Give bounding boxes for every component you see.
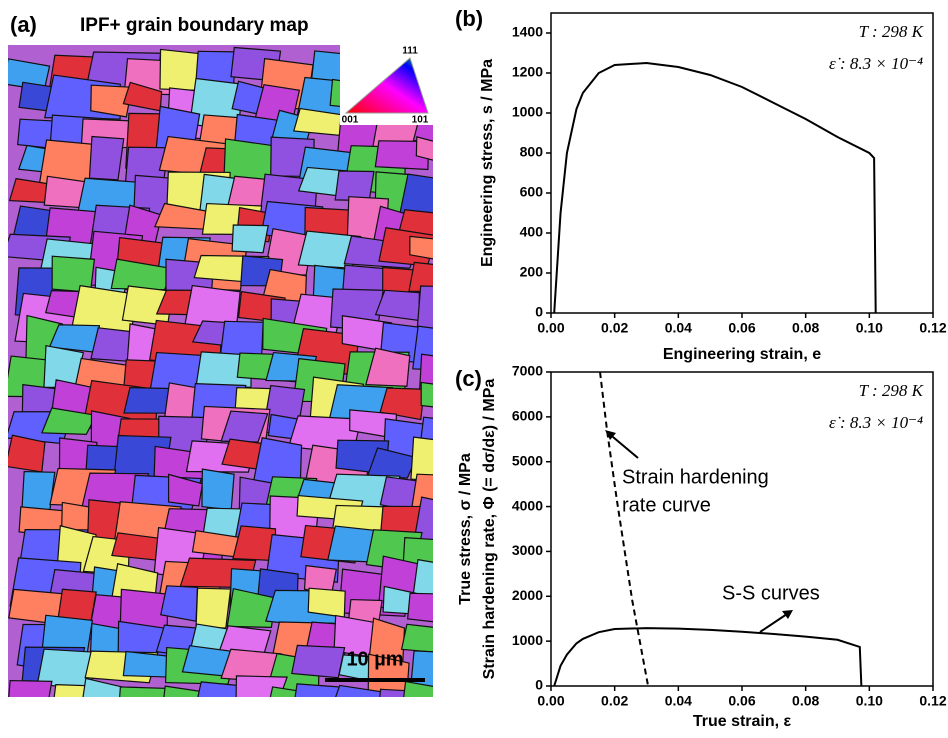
grain [291,644,346,679]
grain [167,473,204,507]
grain [8,679,53,697]
grain [400,623,433,653]
annotation: Strain hardening [622,466,769,488]
annotation: T : 298 K [859,22,925,41]
annotation: ε̇ : 8.3 × 10⁻⁴ [829,413,923,432]
grain [226,587,277,628]
grain [409,235,433,260]
x-axis-label: Engineering strain, e [663,346,821,363]
y-tick-label: 600 [520,184,544,200]
y-tick-label: 200 [520,264,544,280]
x-tick-label: 0.02 [601,320,628,336]
panel-label: (a) [10,12,37,37]
x-tick-label: 0.00 [537,320,564,336]
x-tick-label: 0.06 [728,693,755,709]
series-line [553,627,863,687]
grain [334,170,375,202]
grain [412,496,433,544]
y-tick-label: 0 [535,677,543,693]
x-tick-label: 0.00 [537,693,564,709]
grain [41,407,98,436]
ipf-label: 001 [342,115,359,126]
y-tick-label: 3000 [512,542,543,558]
x-tick-label: 0.04 [665,693,692,709]
panel-label: (c) [455,366,482,391]
grain [374,140,430,171]
grain [398,173,433,221]
y-tick-label: 400 [520,224,544,240]
x-tick-label: 0.02 [601,693,628,709]
grain [420,381,433,408]
grain [201,468,235,511]
annotation: S-S curves [722,582,820,604]
grain [231,224,269,254]
x-tick-label: 0.12 [919,693,946,709]
ipf-label: 101 [412,115,429,126]
y-tick-label: 5000 [512,452,543,468]
y-axis-label: Engineering stress, s / MPa [479,59,496,267]
y-tick-label: 1200 [512,64,543,80]
x-tick-label: 0.04 [665,320,692,336]
grain [406,592,433,623]
grain [416,285,433,334]
annotation: T : 298 K [859,381,925,400]
panel-label: (b) [455,6,483,31]
grain [365,347,411,387]
x-axis-label: True strain, ε [693,713,792,730]
annotation: rate curve [622,494,711,516]
y-tick-label: 1000 [512,104,543,120]
x-tick-label: 0.08 [792,320,819,336]
grain [88,135,125,181]
ipf-triangle [344,57,429,114]
arrowhead [782,610,793,619]
y-tick-label: 7000 [512,363,543,379]
x-tick-label: 0.10 [856,693,883,709]
grain [366,447,418,479]
y-tick-label: 4000 [512,497,543,513]
grain [410,436,433,482]
series-line [553,61,877,314]
grain [119,686,176,697]
grain [403,680,433,697]
grain [195,351,252,388]
grain [307,587,346,618]
x-tick-label: 0.06 [728,320,755,336]
arrowhead [605,430,616,440]
grain [408,261,433,293]
panel-title: IPF+ grain boundary map [80,15,309,36]
x-tick-label: 0.12 [919,320,946,336]
arrow [759,611,791,633]
ipf-label: 111 [402,46,418,57]
grain [367,653,410,697]
grain [415,136,433,161]
y-axis-label: True stress, σ / MPa [457,453,474,605]
annotation: ε̇ : 8.3 × 10⁻⁴ [829,54,923,73]
y-tick-label: 2000 [512,587,543,603]
grain [160,585,199,622]
grain [8,434,46,473]
y-tick-label: 6000 [512,408,543,424]
series-line [599,371,650,687]
y-axis-label: Strain hardening rate, Φ (= dσ/dε) / MPa [481,379,498,680]
scale-bar-label: 10 µm [346,648,403,670]
ipf-map [8,45,433,697]
grain [195,587,232,629]
grain [82,677,124,697]
grain [379,387,425,421]
x-tick-label: 0.10 [856,320,883,336]
y-tick-label: 1000 [512,632,543,648]
y-tick-label: 0 [535,304,543,320]
y-tick-label: 1400 [512,24,543,40]
y-tick-label: 800 [520,144,544,160]
grain [411,558,433,603]
x-tick-label: 0.08 [792,693,819,709]
grain [220,410,269,443]
grain [90,84,133,118]
